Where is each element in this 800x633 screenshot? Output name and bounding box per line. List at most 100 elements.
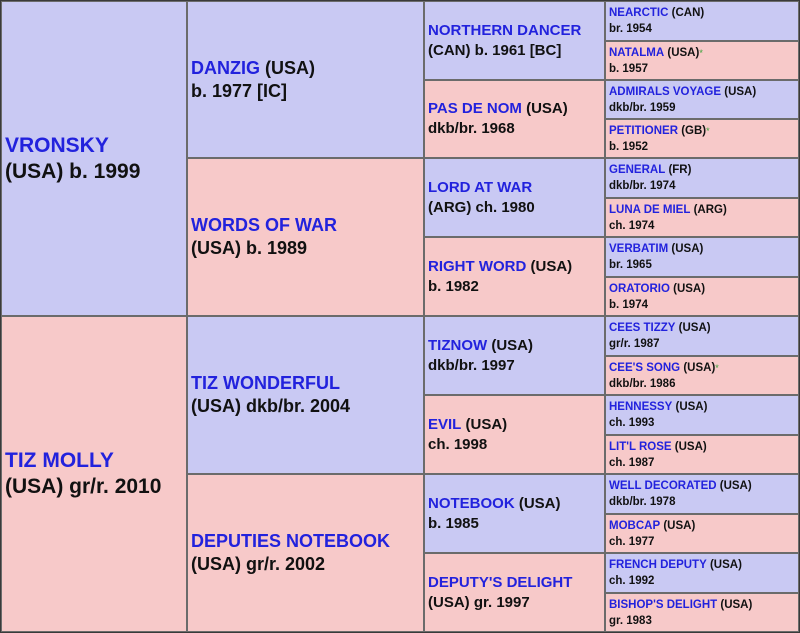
horse-name-link[interactable]: DANZIG	[191, 57, 260, 78]
horse-name-link[interactable]: EVIL	[428, 415, 462, 433]
horse-info: dkb/br. 1978	[609, 496, 676, 508]
horse-info: b. 1999	[69, 159, 141, 183]
great-grandparent-cell: TIZNOW (USA) dkb/br. 1997	[424, 316, 605, 395]
horse-info: br. 1954	[609, 23, 652, 35]
horse-name-link[interactable]: VERBATIM	[609, 243, 669, 255]
horse-country: (USA)	[674, 440, 707, 453]
horse-info: (ARG) ch. 1980	[428, 198, 535, 216]
horse-country: (USA)	[465, 415, 508, 433]
great-great-grandparent-cell: NEARCTIC (CAN) br. 1954	[605, 1, 799, 41]
grandparent-cell: DANZIG (USA) b. 1977 [IC]	[187, 1, 424, 158]
horse-name-link[interactable]: WORDS OF WAR	[191, 215, 337, 235]
horse-name-link[interactable]: DEPUTIES NOTEBOOK	[191, 531, 391, 551]
horse-info: gr. 1983	[609, 614, 652, 627]
horse-country: (USA)	[683, 361, 716, 374]
horse-country: (USA)	[530, 257, 573, 275]
horse-info: (USA) gr/r. 2002	[191, 554, 326, 574]
horse-name-link[interactable]: LORD AT WAR	[428, 178, 533, 196]
sire-cell: VRONSKY (USA) b. 1999	[1, 1, 187, 316]
horse-info: ch. 1987	[609, 456, 655, 469]
horse-name-link[interactable]: NEARCTIC	[609, 7, 669, 19]
great-great-grandparent-cell: NATALMA (USA)* b. 1957	[605, 41, 799, 80]
horse-info: dkb/br. 1959	[609, 101, 676, 114]
horse-country: (CAN)	[671, 7, 705, 19]
horse-name-link[interactable]: RIGHT WORD	[428, 257, 527, 275]
horse-country: (USA)	[518, 494, 561, 512]
grandparent-cell: DEPUTIES NOTEBOOK (USA) gr/r. 2002	[187, 474, 424, 632]
great-grandparent-cell: NORTHERN DANCER (CAN) b. 1961 [BC]	[424, 1, 605, 80]
horse-name-link[interactable]: DEPUTY'S DELIGHT	[428, 573, 573, 591]
horse-country: (USA)	[671, 243, 704, 255]
great-grandparent-cell: LORD AT WAR (ARG) ch. 1980	[424, 158, 605, 237]
horse-name-link[interactable]: ADMIRALS VOYAGE	[609, 85, 722, 98]
horse-info: (CAN) b. 1961 [BC]	[428, 41, 562, 59]
horse-name-link[interactable]: BISHOP'S DELIGHT	[609, 598, 718, 611]
horse-info: b. 1982	[428, 277, 479, 295]
horse-country: (USA)	[491, 336, 533, 354]
horse-name-link[interactable]: HENNESSY	[609, 401, 673, 413]
horse-country: (USA)	[719, 480, 752, 492]
horse-name-link[interactable]: WELL DECORATED	[609, 480, 717, 492]
great-great-grandparent-cell: ADMIRALS VOYAGE (USA) dkb/br. 1959	[605, 80, 799, 119]
horse-country: (GB)	[681, 124, 707, 137]
horse-country: (USA)	[720, 598, 753, 611]
great-great-grandparent-cell: PETITIONER (GB)* b. 1952	[605, 119, 799, 158]
great-great-grandparent-cell: HENNESSY (USA) ch. 1993	[605, 395, 799, 435]
great-grandparent-cell: PAS DE NOM (USA) dkb/br. 1968	[424, 80, 605, 158]
great-great-grandparent-cell: MOBCAP (USA) ch. 1977	[605, 514, 799, 553]
horse-country: (USA)	[526, 100, 568, 117]
horse-name-link[interactable]: LUNA DE MIEL	[609, 203, 691, 216]
great-great-grandparent-cell: CEE'S SONG (USA)* dkb/br. 1986	[605, 356, 799, 395]
horse-info: b. 1974	[609, 298, 648, 311]
horse-country: (USA)	[5, 159, 64, 183]
horse-country: (USA)	[675, 401, 708, 413]
horse-name-link[interactable]: CEES TIZZY	[609, 322, 676, 334]
horse-country: (USA)	[5, 475, 64, 498]
horse-info: b. 1985	[428, 514, 479, 532]
horse-name-link[interactable]: LIT'L ROSE	[609, 440, 672, 453]
horse-country: (USA)	[673, 282, 706, 295]
horse-name-link[interactable]: MOBCAP	[609, 519, 661, 532]
horse-name-link[interactable]: CEE'S SONG	[609, 361, 681, 374]
horse-info: ch. 1993	[609, 417, 655, 429]
horse-country: (USA)	[709, 559, 742, 571]
great-grandparent-cell: EVIL (USA) ch. 1998	[424, 395, 605, 474]
horse-name-link[interactable]: NATALMA	[609, 46, 665, 59]
star-marker: *	[706, 125, 710, 136]
horse-name-link[interactable]: GENERAL	[609, 164, 666, 176]
horse-country: (USA)	[265, 57, 316, 78]
horse-info: (USA) b. 1989	[191, 238, 308, 258]
horse-name-link[interactable]: PETITIONER	[609, 124, 679, 137]
horse-name-link[interactable]: NOTEBOOK	[428, 494, 515, 512]
great-great-grandparent-cell: CEES TIZZY (USA) gr/r. 1987	[605, 316, 799, 356]
horse-name-link[interactable]: TIZ WONDERFUL	[191, 373, 340, 393]
horse-name-link[interactable]: NORTHERN DANCER	[428, 21, 582, 39]
horse-country: (USA)	[724, 85, 757, 98]
horse-info: (USA) gr. 1997	[428, 593, 530, 611]
horse-country: (USA)	[667, 46, 700, 59]
horse-info: b. 1952	[609, 140, 648, 153]
horse-name-link[interactable]: TIZNOW	[428, 336, 488, 354]
horse-name-link[interactable]: TIZ MOLLY	[5, 449, 114, 472]
star-marker: *	[715, 362, 719, 373]
horse-name-link[interactable]: VRONSKY	[5, 133, 109, 157]
great-great-grandparent-cell: ORATORIO (USA) b. 1974	[605, 277, 799, 316]
horse-country: (USA)	[663, 519, 696, 532]
horse-name-link[interactable]: ORATORIO	[609, 282, 670, 295]
horse-info: dkb/br. 1974	[609, 180, 676, 192]
horse-name-link[interactable]: PAS DE NOM	[428, 100, 522, 117]
horse-info: dkb/br. 1986	[609, 377, 676, 390]
horse-info: gr/r. 2010	[69, 475, 162, 498]
great-great-grandparent-cell: BISHOP'S DELIGHT (USA) gr. 1983	[605, 593, 799, 632]
horse-name-link[interactable]: FRENCH DEPUTY	[609, 559, 707, 571]
great-great-grandparent-cell: FRENCH DEPUTY (USA) ch. 1992	[605, 553, 799, 593]
horse-country: (ARG)	[693, 203, 727, 216]
horse-info: ch. 1977	[609, 535, 655, 548]
great-grandparent-cell: RIGHT WORD (USA) b. 1982	[424, 237, 605, 316]
horse-info: b. 1977 [IC]	[191, 80, 288, 101]
horse-country: (USA)	[678, 322, 711, 334]
great-grandparent-cell: NOTEBOOK (USA) b. 1985	[424, 474, 605, 553]
horse-info: ch. 1974	[609, 219, 655, 232]
great-grandparent-cell: DEPUTY'S DELIGHT (USA) gr. 1997	[424, 553, 605, 632]
